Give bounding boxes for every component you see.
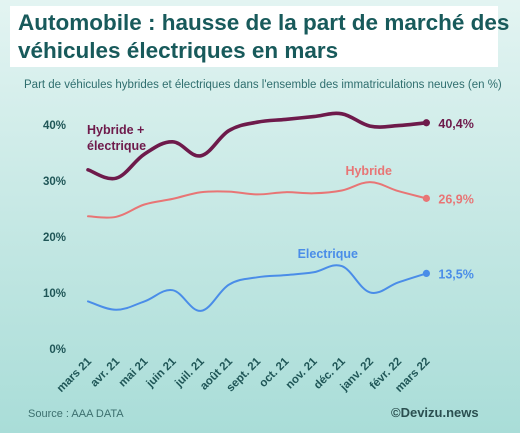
title-box: Automobile : hausse de la part de marché… — [10, 6, 509, 67]
y-tick-label: 40% — [43, 120, 66, 132]
y-tick-label: 30% — [43, 176, 66, 188]
series-name-label: Hybride + — [87, 123, 144, 137]
series-end-label: 40,4% — [438, 117, 473, 131]
x-tick-label: avr. 21 — [89, 355, 123, 389]
label-layer: 40,4% Hybride + électrique 26,9% Hybride 13,5… — [87, 117, 474, 282]
chart-title-line-2: véhicules électriques en mars — [18, 38, 339, 63]
series-line — [87, 264, 428, 312]
y-tick-label: 20% — [43, 232, 66, 244]
series-end-label: 13,5% — [438, 267, 473, 281]
y-tick-label: 0% — [49, 344, 66, 356]
series-layer — [86, 111, 430, 312]
series-end-point — [422, 269, 430, 277]
y-tick-label: 10% — [43, 288, 66, 300]
x-tick-label: juin 21 — [144, 355, 179, 390]
series-line — [87, 181, 428, 219]
x-tick-label: mai 21 — [117, 355, 151, 389]
series-name-label: Electrique — [298, 247, 358, 261]
chart-title-line-1: Automobile : hausse de la part de marché… — [18, 10, 510, 35]
x-tick-label: mars 21 — [55, 355, 95, 395]
source-note: Source : AAA DATA — [28, 408, 124, 420]
chart-subtitle: Part de véhicules hybrides et électrique… — [24, 79, 502, 91]
series-end-point — [422, 119, 430, 127]
series-name-label: électrique — [87, 139, 146, 153]
brand-credit: ©Devizu.news — [391, 405, 479, 420]
series-end-point — [422, 194, 430, 202]
series-end-label: 26,9% — [438, 192, 473, 206]
series-name-label: Hybride — [345, 164, 392, 178]
series-line — [86, 111, 429, 181]
y-tick-labels: 0% 10% 20% 30% 40% — [43, 120, 66, 356]
